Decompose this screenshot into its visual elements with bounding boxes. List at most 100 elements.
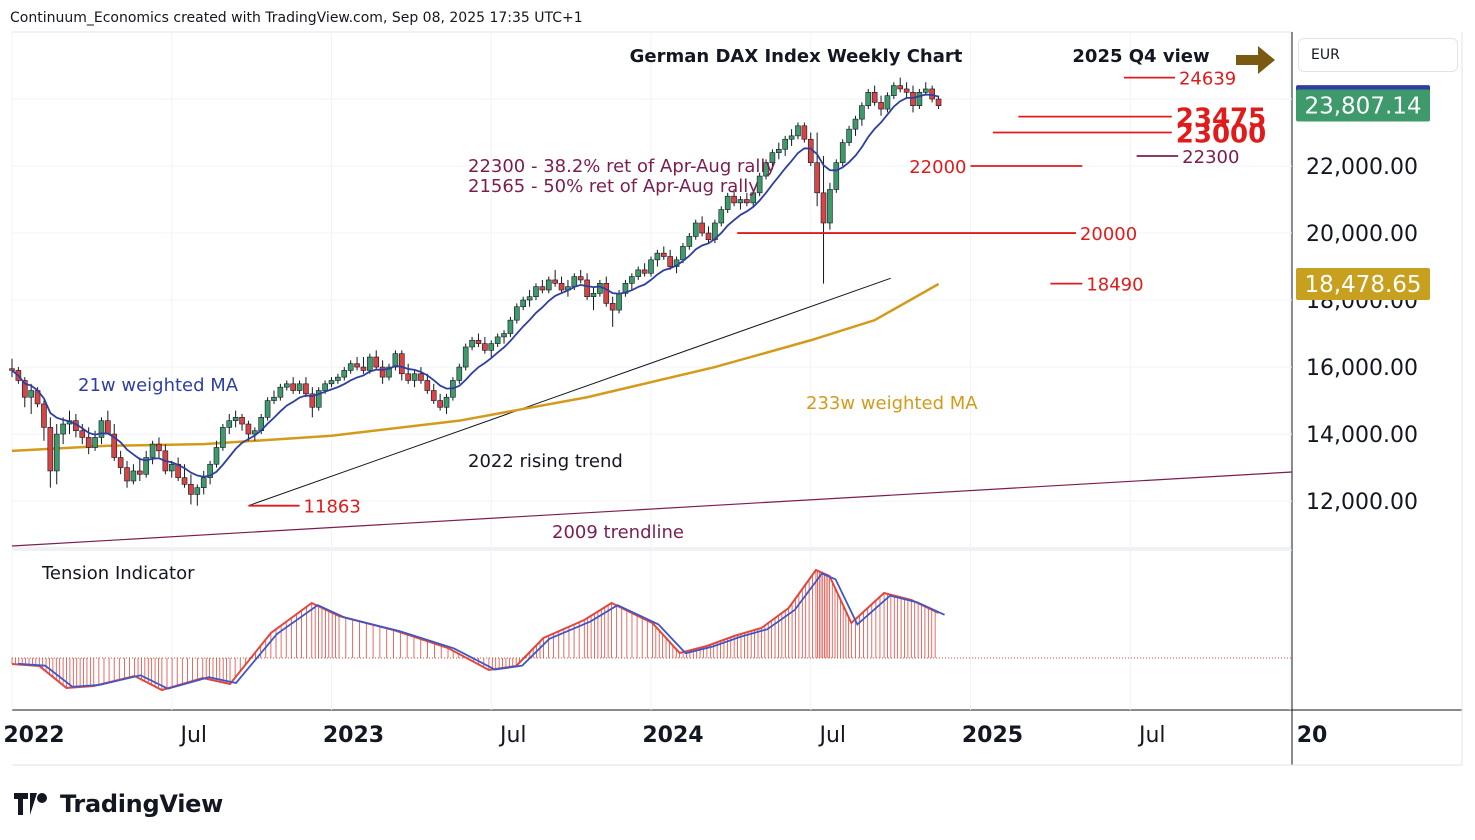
candle-body xyxy=(718,209,725,224)
candle-body xyxy=(584,279,590,298)
price-tag-label: 18,478.65 xyxy=(1304,272,1421,298)
candle-body xyxy=(53,433,60,472)
candle-body xyxy=(590,293,597,298)
annotation-21w-ma: 21w weighted MA xyxy=(78,375,239,396)
candle-body xyxy=(411,373,418,381)
candle-body xyxy=(28,390,34,398)
candle-body xyxy=(220,427,226,448)
candle-body xyxy=(520,299,527,308)
currency-label: EUR xyxy=(1311,47,1340,63)
candle-body xyxy=(616,293,622,311)
y-tick-label: 20,000.00 xyxy=(1306,222,1418,247)
trendline-2009 xyxy=(11,471,1293,547)
candle-body xyxy=(354,363,360,368)
candle-body xyxy=(98,420,105,438)
indicator-title: Tension Indicator xyxy=(41,563,195,584)
chart-subtitle: 2025 Q4 view xyxy=(1072,46,1209,67)
candle-body xyxy=(514,306,520,321)
candle-body xyxy=(705,232,712,241)
attribution-header: Continuum_Economics created with Trading… xyxy=(10,10,583,26)
candle-body xyxy=(629,276,635,284)
candle-body xyxy=(833,162,840,190)
ma-21w-line xyxy=(11,93,939,478)
candle-body xyxy=(737,199,744,204)
candle-body xyxy=(111,433,118,458)
candle-body xyxy=(79,430,86,438)
candle-body xyxy=(533,286,539,298)
candle-body xyxy=(386,366,392,378)
indicator-line-slow xyxy=(17,572,945,690)
x-tick-label: Jul xyxy=(817,723,846,748)
candle-body xyxy=(130,470,137,482)
candle-body xyxy=(788,135,795,140)
candle-body xyxy=(891,85,897,96)
price-tag-2 xyxy=(1296,268,1430,301)
candle-body xyxy=(577,276,584,281)
candle-body xyxy=(903,88,910,93)
candle-body xyxy=(290,383,296,391)
candle-body xyxy=(373,356,380,368)
candle-body xyxy=(648,259,654,274)
indicator-line-fast xyxy=(11,568,939,692)
candle-body xyxy=(609,303,616,311)
candle-body xyxy=(315,390,322,408)
candle-body xyxy=(392,353,399,368)
annotation-2009-trend: 2009 trendline xyxy=(552,522,684,543)
candle-body xyxy=(41,403,47,428)
candle-body xyxy=(239,417,245,425)
candle-body xyxy=(271,396,277,401)
candle-body xyxy=(763,162,769,177)
candle-body xyxy=(827,189,833,224)
level-label-24639: 24639 xyxy=(1179,69,1236,90)
candle-body xyxy=(667,256,673,267)
candle-body xyxy=(801,125,808,140)
candle-body xyxy=(341,370,348,378)
candle-body xyxy=(181,477,188,485)
annotation-50pct: 21565 - 50% ret of Apr-Aug rally xyxy=(468,176,759,197)
candle-body xyxy=(795,125,801,137)
candle-body xyxy=(245,423,252,435)
candle-body xyxy=(820,192,827,224)
candle-body xyxy=(539,286,546,291)
currency-selector[interactable]: EUR xyxy=(1298,38,1458,72)
candle-body xyxy=(916,92,923,107)
candle-body xyxy=(309,393,316,408)
candle-body xyxy=(469,339,475,348)
x-tick-label: 2023 xyxy=(323,723,384,748)
candle-body xyxy=(775,148,782,153)
candle-body xyxy=(277,386,284,398)
candle-body xyxy=(814,162,820,194)
candle-body xyxy=(699,222,705,234)
candle-body xyxy=(859,105,865,120)
annotation-233w-ma: 233w weighted MA xyxy=(806,393,978,414)
candle-body xyxy=(60,423,66,435)
candle-body xyxy=(507,319,514,334)
candle-body xyxy=(769,152,776,163)
tradingview-logo: TradingView xyxy=(14,790,223,818)
candle-body xyxy=(418,373,424,381)
level-label-23475: 23475 xyxy=(1176,104,1266,134)
candle-body xyxy=(9,368,15,371)
candle-body xyxy=(117,457,124,468)
level-label-20000: 20000 xyxy=(1080,224,1137,245)
candle-body xyxy=(124,467,130,482)
x-tick-label: 2025 xyxy=(962,723,1023,748)
x-tick-label: 20 xyxy=(1297,723,1328,748)
candle-body xyxy=(878,102,884,110)
candle-body xyxy=(501,333,507,338)
candle-body xyxy=(910,92,916,107)
candle-body xyxy=(360,366,367,371)
candle-body xyxy=(462,346,469,368)
candle-body xyxy=(430,390,437,401)
candle-body xyxy=(692,222,699,237)
candle-body xyxy=(935,98,942,107)
candle-body xyxy=(322,383,328,391)
candle-body xyxy=(852,118,859,130)
candle-body xyxy=(456,366,463,381)
candle-body xyxy=(303,383,309,395)
candle-body xyxy=(871,92,878,103)
price-tag-label: 23,807.14 xyxy=(1304,93,1421,119)
candle-body xyxy=(105,420,111,435)
level-label-23000: 23000 xyxy=(1176,120,1266,150)
